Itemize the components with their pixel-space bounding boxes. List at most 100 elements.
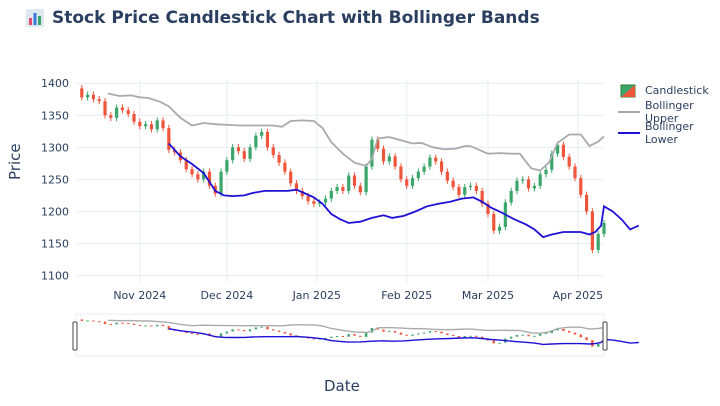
candle-body xyxy=(260,131,264,136)
candle-body xyxy=(584,194,589,212)
slider-candle xyxy=(469,335,472,337)
y-tick-label: 1150 xyxy=(41,238,69,251)
candle-body xyxy=(347,175,351,191)
slider-candle xyxy=(277,330,281,332)
slider-candle xyxy=(585,337,588,341)
candle-body xyxy=(463,187,467,195)
slider-handle-left[interactable] xyxy=(72,321,78,351)
candle-body xyxy=(428,157,432,167)
slider-candle xyxy=(440,331,443,334)
candle-body xyxy=(271,147,275,156)
candle-body xyxy=(370,139,374,167)
candle-body xyxy=(138,121,142,127)
slider-candle xyxy=(446,333,449,335)
candle-body xyxy=(573,166,577,179)
candle-body xyxy=(567,156,571,167)
slider-candle xyxy=(405,334,408,336)
bollinger-lower-line xyxy=(168,142,640,239)
candle-body xyxy=(161,120,165,129)
slider-candle xyxy=(80,319,84,321)
candle-body xyxy=(283,162,287,172)
candle-body xyxy=(277,155,281,163)
slider-candle xyxy=(393,330,397,333)
candle-body xyxy=(231,147,235,161)
candle-body xyxy=(196,174,200,180)
y-tick-label: 1200 xyxy=(41,205,69,218)
candle-body xyxy=(97,99,101,102)
chart-title-text: Stock Price Candlestick Chart with Bolli… xyxy=(52,8,540,28)
candle-body xyxy=(225,160,229,172)
candle-body xyxy=(91,94,96,100)
y-tick-label: 1100 xyxy=(41,270,69,283)
legend-label: Candlestick xyxy=(645,84,709,97)
slider-candle xyxy=(272,329,275,331)
candle-body xyxy=(364,166,368,193)
slider-candle xyxy=(596,343,600,347)
slider-candle xyxy=(498,342,501,344)
candle-body xyxy=(341,187,345,191)
slider-candle xyxy=(161,324,165,327)
slider-candle xyxy=(341,336,345,338)
candle-body xyxy=(555,144,560,154)
candle-body xyxy=(550,153,554,170)
slider-candle xyxy=(127,323,130,325)
candle-body xyxy=(236,147,241,152)
candle-body xyxy=(248,147,252,159)
slider-handle-right[interactable] xyxy=(602,321,608,351)
candle-body xyxy=(115,107,119,118)
candle-body xyxy=(399,166,403,180)
slider-candle xyxy=(370,328,374,333)
candle-body xyxy=(242,151,246,159)
line-legend-icon xyxy=(618,105,640,119)
slider-candle xyxy=(533,335,536,337)
candle-body xyxy=(376,139,380,149)
candle-body xyxy=(497,226,502,231)
legend-label: Bollinger Upper xyxy=(645,98,694,125)
slider-candle xyxy=(556,328,559,331)
candle-body xyxy=(387,156,391,162)
candle-body xyxy=(445,171,449,181)
slider-candle xyxy=(219,333,223,338)
slider-candle xyxy=(109,323,113,325)
slider-candle xyxy=(335,336,339,338)
legend-item-lower[interactable]: Bollinger Lower xyxy=(618,120,720,146)
slider-candle xyxy=(573,332,577,335)
x-tick-label: Jan 2025 xyxy=(292,289,341,302)
candle-body xyxy=(86,94,90,98)
slider-candle xyxy=(411,334,414,336)
y-axis-ticks: 1100 1150 1200 1250 1300 1350 1400 xyxy=(41,77,69,282)
candle-body xyxy=(306,196,310,202)
candle-body xyxy=(405,179,409,186)
slider-candle xyxy=(260,326,263,328)
slider-candle xyxy=(156,324,159,327)
slider-candle xyxy=(475,335,478,337)
candle-body xyxy=(352,175,357,186)
candles xyxy=(80,85,606,254)
candle-body xyxy=(103,101,107,116)
candle-body xyxy=(515,180,519,191)
candle-body xyxy=(596,233,600,250)
slider-candle xyxy=(434,331,437,333)
x-tick-label: Mar 2025 xyxy=(462,289,514,302)
slider-candle xyxy=(86,320,89,322)
legend-item-upper[interactable]: Bollinger Upper xyxy=(618,98,720,125)
slider-candle xyxy=(144,325,147,327)
candle-body xyxy=(544,169,548,175)
slider-candle xyxy=(515,334,519,337)
slider-candle xyxy=(237,329,240,331)
bollinger-upper-line xyxy=(107,92,605,172)
y-tick-label: 1300 xyxy=(41,141,69,154)
slider-candle xyxy=(550,330,553,334)
x-tick-label: Apr 2025 xyxy=(553,289,604,302)
range-slider[interactable] xyxy=(72,313,639,357)
candle-body xyxy=(416,171,420,179)
chart-title: Stock Price Candlestick Chart with Bolli… xyxy=(26,8,540,28)
slider-candle xyxy=(538,333,542,336)
legend-item-candlestick[interactable]: Candlestick xyxy=(618,80,720,101)
candle-body xyxy=(393,156,397,167)
slider-candle xyxy=(480,336,484,339)
slider-candle xyxy=(347,334,350,337)
slider-candle xyxy=(364,332,368,337)
slider-candle xyxy=(562,328,565,331)
